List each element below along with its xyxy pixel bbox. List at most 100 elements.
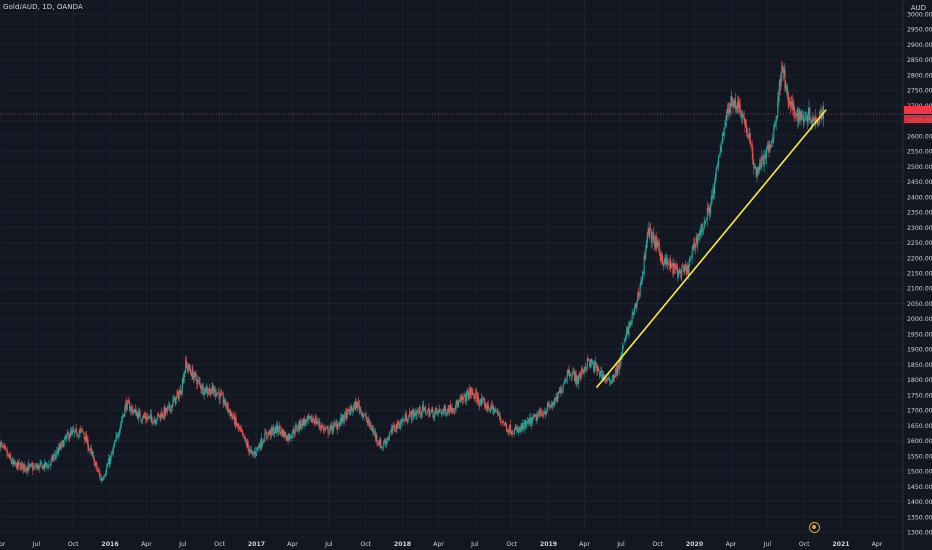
candle-down — [457, 403, 459, 408]
candle-down — [101, 478, 103, 481]
candle-up — [495, 410, 497, 411]
candle-up — [288, 434, 290, 440]
time-tick-label: Jul — [178, 541, 187, 548]
candle-down — [180, 389, 182, 395]
price-axis[interactable]: 3000.000 2950.000 2900.000 2850.000 2800.000… — [907, 12, 932, 537]
candle-down — [698, 234, 700, 236]
candle-down — [582, 372, 584, 374]
trendline[interactable] — [595, 109, 827, 389]
candle-up — [109, 456, 111, 464]
candle-up — [807, 112, 809, 123]
candle-down — [635, 302, 637, 308]
candle-down — [587, 358, 589, 360]
candle-up — [433, 416, 435, 419]
candle-up — [437, 410, 440, 414]
tradingview-logo-icon[interactable] — [809, 522, 820, 533]
candle-down — [472, 391, 474, 395]
candle-down — [755, 166, 757, 177]
candle-down — [154, 420, 156, 423]
candle-up — [105, 467, 107, 473]
candle-up — [625, 330, 628, 338]
candle-down — [473, 395, 476, 399]
candle-up — [153, 420, 155, 424]
candle-down — [198, 380, 200, 382]
candle-up — [383, 440, 385, 445]
candle-up — [40, 462, 42, 466]
candle-up — [306, 416, 308, 419]
candle-down — [150, 413, 152, 419]
candle-up — [404, 418, 406, 421]
candle-up — [178, 393, 180, 399]
candle-up — [576, 376, 578, 385]
candle-up — [85, 435, 87, 442]
candle-down — [313, 421, 316, 424]
candle-up — [37, 464, 39, 468]
candle-up — [308, 416, 310, 420]
candle-up — [493, 409, 496, 414]
candle-up — [17, 461, 19, 470]
candle-down — [143, 415, 145, 417]
candle-down — [746, 132, 748, 134]
candle-up — [149, 415, 151, 417]
price-tick-label: 1400.000 — [907, 499, 932, 506]
time-axis[interactable]: Apr Jul Oct 2016 Apr Jul Oct 2017 Apr Jul Oct 2018 A… — [0, 541, 883, 548]
candle-down — [488, 408, 490, 410]
candle-up — [232, 417, 234, 419]
candle-up — [811, 120, 813, 124]
candle-down — [419, 406, 421, 415]
time-tick-label: 2018 — [394, 541, 411, 548]
candle-down — [728, 109, 730, 112]
candle-up — [228, 410, 230, 412]
candle-up — [408, 415, 410, 419]
time-tick-label: Oct — [68, 541, 79, 548]
candle-up — [724, 123, 726, 126]
candle-down — [744, 118, 746, 126]
candle-down — [722, 131, 724, 135]
candle-down — [348, 409, 350, 411]
time-tick-label: Apr — [141, 541, 152, 548]
candle-up — [790, 102, 792, 106]
candle-up — [561, 388, 564, 390]
candle-up — [226, 403, 228, 409]
candle-up — [115, 436, 117, 442]
candle-up — [468, 394, 470, 400]
candle-down — [432, 408, 434, 418]
candle-down — [453, 409, 456, 410]
candle-up — [297, 428, 299, 431]
candle-down — [285, 432, 287, 438]
candle-up — [142, 415, 144, 419]
candle-up — [366, 420, 368, 422]
candle-down — [52, 456, 54, 461]
time-tick-label: 2017 — [248, 541, 265, 548]
candle-up — [678, 270, 680, 278]
candle-up — [789, 102, 791, 105]
candle-down — [46, 463, 48, 466]
candle-up — [260, 438, 262, 449]
candle-down — [464, 395, 466, 398]
candle-up — [531, 417, 533, 425]
candle-down — [800, 111, 802, 119]
candle-up — [671, 263, 673, 264]
candle-up — [651, 234, 653, 243]
candle-up — [778, 96, 780, 101]
candle-up — [704, 221, 706, 224]
candle-down — [405, 414, 408, 422]
candle-down — [798, 110, 800, 119]
candle-up — [295, 425, 297, 427]
candle-up — [230, 414, 232, 417]
candle-up — [543, 410, 545, 414]
candle-up — [720, 146, 722, 152]
candle-down — [505, 424, 508, 432]
candle-down — [570, 376, 572, 378]
candle-down — [544, 412, 546, 415]
time-tick-label: Oct — [799, 541, 810, 548]
candle-down — [214, 388, 216, 396]
candle-down — [509, 424, 512, 434]
candle-up — [645, 246, 647, 258]
candle-down — [575, 373, 577, 383]
candle-up — [608, 377, 610, 379]
candle-up — [219, 392, 221, 400]
candle-down — [376, 435, 378, 442]
candle-down — [11, 461, 13, 464]
